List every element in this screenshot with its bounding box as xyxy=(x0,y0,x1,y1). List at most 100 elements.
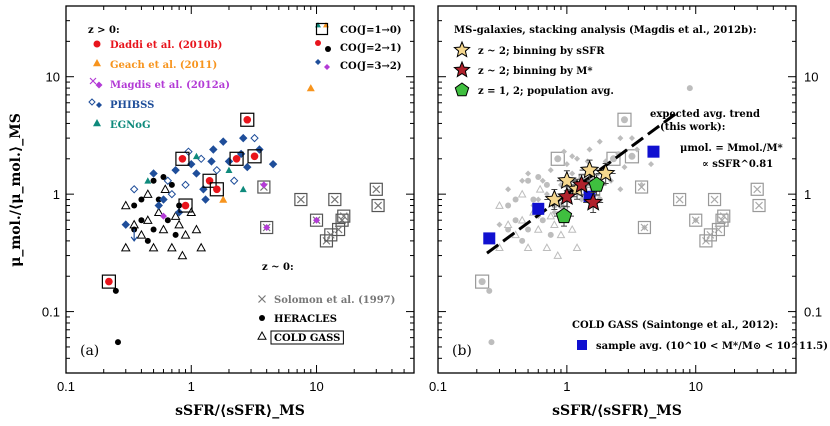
bg-diamond-point xyxy=(563,161,570,168)
coldgass-point xyxy=(170,211,181,220)
coldgass-point xyxy=(160,184,171,193)
bg-coldgass-point xyxy=(572,243,582,251)
coldgass-point xyxy=(153,207,164,217)
bg-solomon-box xyxy=(750,182,764,196)
coldgass-point xyxy=(136,229,147,239)
bg-point xyxy=(512,196,519,203)
x-tick-label: 10 xyxy=(309,379,323,394)
trend-annotation-line2: (this work): xyxy=(660,122,725,133)
legend-co21-circle xyxy=(315,40,321,46)
bg-coldgass-point xyxy=(542,243,552,251)
bg-solomon-point xyxy=(691,216,700,225)
magdis-point xyxy=(260,181,268,189)
legend-highz: Daddi et al. (2010b) Geach et al. (2011) M… xyxy=(88,40,230,131)
solomon-box xyxy=(369,182,383,196)
phibss-point xyxy=(121,220,130,229)
mass-bin-point xyxy=(583,192,603,211)
bg-daddi-point xyxy=(478,278,486,286)
bg-coldgass-point xyxy=(556,230,566,239)
bg-coldgass-point xyxy=(517,215,527,224)
daddi-point xyxy=(250,152,259,161)
phibss-point xyxy=(171,165,180,175)
bg-daddi-point xyxy=(554,155,562,163)
bg-daddi-box xyxy=(550,151,565,166)
coldgass-avg-point xyxy=(532,202,545,215)
coldgass-point xyxy=(174,219,184,229)
bg-point xyxy=(512,217,519,224)
phibss-point xyxy=(224,157,234,166)
bg-coldgass-point xyxy=(533,224,543,233)
heracles-point xyxy=(131,202,138,209)
bg-solomon-box xyxy=(637,220,652,235)
coldgass-point xyxy=(191,224,202,234)
phibss-point xyxy=(209,145,218,154)
mass-bin-point xyxy=(571,174,592,194)
solomon-point xyxy=(326,230,335,239)
sSFR-bin-point xyxy=(595,163,616,182)
solomon-point xyxy=(372,185,381,194)
x-tick-label: 1 xyxy=(188,379,195,394)
coldgass-point xyxy=(196,242,207,252)
bg-diamond-point xyxy=(569,170,576,177)
bg-coldgass-point xyxy=(495,243,504,251)
heracles-point xyxy=(114,339,121,346)
bg-diamond-point xyxy=(519,177,526,184)
bg-solomon-box xyxy=(689,213,703,227)
bg-coldgass-point xyxy=(535,184,545,193)
bg-solomon-box xyxy=(703,228,718,242)
bg-diamond-point xyxy=(633,146,640,153)
solomon-box xyxy=(328,192,342,207)
daddi-point xyxy=(105,277,113,286)
heracles-point xyxy=(150,177,157,184)
panel-a-markers xyxy=(101,84,385,346)
bg-solomon-point xyxy=(710,195,719,204)
bg-diamond-point xyxy=(621,164,628,171)
daddi-point xyxy=(181,201,190,210)
coldgass-point xyxy=(158,224,169,234)
bg-point xyxy=(525,177,532,184)
legend-coldgass-marker xyxy=(257,330,267,340)
phibss-point xyxy=(192,169,201,178)
phibss-point xyxy=(181,180,190,190)
panel-b: 0.1 1 10 0.1 1 10 (b) MS-galaxies, stacking a… xyxy=(429,5,828,394)
bg-point xyxy=(539,217,546,224)
daddi-box xyxy=(202,173,217,188)
bg-solomon-box xyxy=(752,198,766,213)
solomon-point xyxy=(374,201,383,210)
legend-highz-label: Geach et al. (2011) xyxy=(110,60,217,71)
daddi-point xyxy=(243,115,252,124)
coldgass-point xyxy=(148,242,159,252)
bg-solomon-point xyxy=(755,201,763,210)
bg-coldgass-point xyxy=(523,243,533,251)
heracles-point xyxy=(144,237,151,244)
panel-a-tag: (a) xyxy=(80,343,99,359)
daddi-point xyxy=(213,185,221,194)
bg-coldgass-point xyxy=(550,220,559,228)
bg-diamond-point xyxy=(496,221,503,228)
legend-stacking-marker xyxy=(453,40,471,58)
upper-limit-arrow xyxy=(130,228,138,242)
bg-point xyxy=(547,231,554,238)
phibss-point xyxy=(163,176,173,185)
egnog-point xyxy=(239,185,247,193)
sSFR-bin-point xyxy=(557,170,577,190)
coldgass-point xyxy=(142,215,153,224)
heracles-point xyxy=(155,196,162,203)
bg-solomon-box xyxy=(717,209,731,223)
egnog-point xyxy=(225,166,233,173)
bg-diamond-point xyxy=(617,186,624,193)
solomon-box xyxy=(294,192,308,207)
coldgass-legend-marker xyxy=(577,340,587,350)
legend-lowz-label: Solomon et al. (1997) xyxy=(274,295,395,306)
legend-highz-label: PHIBSS xyxy=(110,100,154,111)
coldgass-point xyxy=(177,250,188,260)
legend-magdis-marker xyxy=(95,81,103,89)
legend-highz-heading: z > 0: xyxy=(88,25,120,36)
trend-annotation-line1: expected avg. trend xyxy=(650,109,760,120)
daddi-point xyxy=(205,176,214,185)
legend-egnog-marker xyxy=(93,119,101,127)
bg-diamond-point xyxy=(648,161,655,168)
legend-co32-diamond2 xyxy=(324,64,330,70)
legend-co10-tri2 xyxy=(323,22,329,28)
